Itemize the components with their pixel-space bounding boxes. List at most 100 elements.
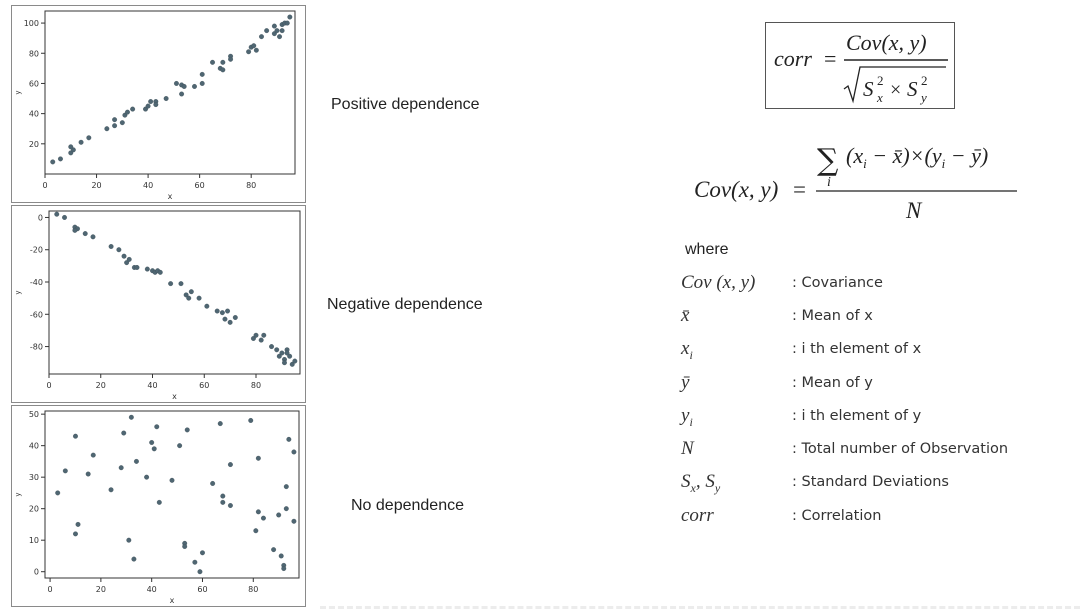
scatter-point: [145, 103, 151, 109]
scatter-point: [278, 553, 284, 559]
scatter-point: [199, 80, 205, 86]
scatter-point: [188, 289, 194, 295]
scatter-point: [258, 337, 264, 343]
scatter-point: [58, 156, 63, 162]
where-label: where: [685, 241, 729, 258]
scatter-point: [73, 531, 78, 537]
y-tick-label: 0: [38, 213, 43, 222]
scatter-point: [173, 80, 179, 86]
scatter-point: [134, 265, 140, 270]
scatter-point: [210, 481, 216, 486]
scatter-point: [68, 144, 74, 150]
scatter-point: [192, 559, 198, 565]
plot-area: [48, 210, 301, 375]
scatter-point: [292, 358, 298, 364]
cov-lhs: Cov(x, y): [694, 177, 778, 202]
plot-area: [44, 10, 296, 175]
legend-row-mean-x: x̄ : Mean of x: [681, 305, 1061, 335]
scatter-point: [154, 424, 160, 430]
x-tick-label: 80: [251, 381, 261, 390]
scatter-point: [274, 28, 280, 34]
y-axis-label: y: [14, 290, 22, 294]
no-dependence-scatter-panel: 0 20 40 60 80 0 10 20 30 40 50 x y: [11, 405, 306, 607]
scatter-point: [169, 477, 175, 483]
scatter-point: [291, 518, 297, 524]
scatter-point: [86, 135, 92, 141]
corr-numerator: Cov(x, y): [846, 30, 927, 55]
scatter-point: [283, 484, 289, 490]
scatter-point: [196, 295, 202, 301]
x-tick-label: 60: [199, 381, 209, 390]
bottom-divider: [320, 606, 1080, 609]
y-tick-label: 20: [29, 505, 39, 514]
x-tick-label: 40: [147, 381, 157, 390]
scatter-point: [130, 106, 136, 112]
y-tick-label: 10: [29, 536, 39, 545]
scatter-point: [144, 266, 150, 272]
legend-symbol-yi: yi: [681, 405, 693, 429]
legend-desc-n: : Total number of Observation: [792, 441, 1009, 457]
x-tick-label: 60: [195, 181, 205, 190]
legend-row-xi: xi : i th element of x: [681, 338, 1061, 368]
scatter-point: [200, 550, 205, 556]
legend-symbol-mean-x: x̄: [681, 305, 690, 326]
corr-lhs: corr: [774, 46, 812, 71]
scatter-point: [78, 139, 84, 145]
positive-dependence-label: Positive dependence: [331, 96, 480, 113]
covariance-formula: Cov(x, y) = ∑ i (xi − x̄)×(yi − ȳ) N: [694, 143, 1017, 223]
scatter-point: [186, 295, 192, 301]
scatter-point: [282, 360, 287, 366]
scatter-point: [116, 247, 122, 253]
scatter-point: [119, 120, 125, 126]
scatter-point: [149, 440, 155, 445]
scatter-point: [220, 59, 226, 65]
scatter-point: [261, 332, 267, 338]
scatter-point: [281, 566, 287, 571]
scatter-point: [72, 227, 78, 233]
x-tick-label: 0: [48, 585, 53, 594]
legend-desc-cov: : Covariance: [792, 275, 883, 291]
positive-scatter-panel: 0 20 40 60 80 20 40 60 80 100 x y: [11, 5, 306, 203]
scatter-point: [271, 23, 277, 29]
negative-scatter-panel: 0 20 40 60 80 0 -20 -40 -60 -80 x y: [11, 205, 306, 403]
legend-desc-yi: : i th element of y: [792, 408, 922, 424]
negative-scatter-chart: 0 20 40 60 80 0 -20 -40 -60 -80 x y: [14, 210, 301, 401]
legend-symbol-cov: Cov (x, y): [681, 272, 756, 293]
sigma-index: i: [827, 175, 831, 190]
scatter-point: [183, 292, 189, 298]
scatter-point: [85, 471, 91, 477]
x-tick-label: 80: [248, 585, 258, 594]
scatter-point: [210, 59, 215, 65]
legend-row-mean-y: ȳ : Mean of y: [681, 372, 1061, 402]
sy-s: S: [907, 77, 918, 101]
y-tick-label: 0: [34, 568, 39, 577]
x-tick-label: 40: [147, 585, 157, 594]
scatter-point: [225, 308, 230, 314]
scatter-point: [75, 521, 81, 527]
scatter-point: [90, 452, 96, 458]
y-tick-label: 60: [29, 79, 39, 88]
scatter-point: [112, 123, 118, 129]
scatter-point: [133, 458, 139, 464]
scatter-point: [289, 361, 295, 367]
y-axis-label: y: [14, 90, 22, 94]
legend-row-corr: corr : Correlation: [681, 505, 1061, 535]
scatter-point: [227, 462, 233, 468]
scatter-point: [177, 443, 183, 449]
legend-symbol-xi: xi: [681, 338, 693, 362]
cov-equals: =: [793, 177, 806, 202]
scatter-point: [204, 303, 210, 309]
scatter-point: [121, 430, 127, 436]
legend-desc-mean-y: : Mean of y: [792, 375, 873, 391]
y-tick-label: 100: [24, 19, 39, 28]
scatter-point: [217, 421, 223, 427]
scatter-point: [274, 347, 280, 353]
scatter-point: [220, 499, 226, 505]
corr-equals: =: [824, 46, 836, 71]
scatter-point: [112, 117, 118, 123]
scatter-point: [144, 474, 150, 480]
x-tick-label: 0: [46, 381, 51, 390]
scatter-point: [253, 332, 259, 338]
scatter-point: [163, 96, 169, 101]
sx-sub: x: [876, 90, 883, 105]
